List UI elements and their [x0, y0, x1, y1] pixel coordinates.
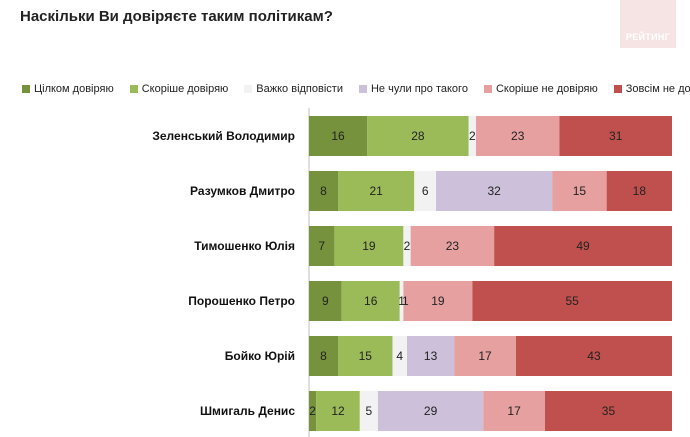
data-label: 4 [396, 349, 403, 363]
data-label: 18 [633, 184, 647, 198]
data-label: 2 [404, 239, 411, 253]
category-label: Порошенко Петро [188, 294, 295, 308]
data-label: 32 [487, 184, 501, 198]
legend-swatch [129, 85, 138, 93]
data-label: 17 [507, 404, 521, 418]
bar-segment [392, 336, 408, 376]
legend-item: Не чули про такого [358, 83, 468, 95]
bar-segment [407, 336, 455, 376]
data-label: 8 [320, 349, 327, 363]
data-label: 1 [402, 294, 409, 308]
bar-segment [338, 171, 415, 211]
data-label: 6 [422, 184, 429, 198]
legend-item: Скоріше довіряю [129, 83, 229, 95]
category-label: Тимошенко Юлія [194, 239, 295, 253]
bar-segment [334, 226, 404, 266]
bar-segment [367, 116, 469, 156]
bar-segment [341, 281, 400, 321]
bar-segment [494, 226, 672, 266]
category-label: Разумков Дмитро [190, 184, 295, 198]
data-label: 21 [369, 184, 383, 198]
data-label: 19 [431, 294, 445, 308]
data-label: 23 [511, 129, 525, 143]
bar-segment [515, 336, 672, 376]
legend-item: Скоріше не довіряю [483, 83, 598, 95]
legend-swatch [483, 85, 492, 93]
data-label: 15 [573, 184, 587, 198]
legend-swatch [613, 85, 622, 93]
legend-label: Зовсім не довіряю [625, 83, 690, 95]
data-label: 28 [411, 129, 425, 143]
bar-segment [552, 171, 607, 211]
bar-segment [472, 281, 672, 321]
data-label: 19 [362, 239, 376, 253]
legend-swatch [22, 85, 30, 93]
bar-segment [410, 226, 495, 266]
bar-segment [309, 116, 368, 156]
data-label: 16 [331, 129, 345, 143]
data-label: 7 [318, 239, 325, 253]
data-label: 2 [309, 404, 316, 418]
legend-label: Скоріше не довіряю [495, 83, 598, 95]
category-label: Шмигаль Денис [200, 404, 295, 418]
data-label: 8 [320, 184, 327, 198]
data-label: 49 [576, 239, 590, 253]
legend-label: Важко відповісти [256, 83, 343, 95]
logo-text: РЕЙТИНГ [625, 32, 671, 42]
bar-segment [544, 391, 672, 431]
bar-segment [316, 391, 360, 431]
data-label: 43 [587, 349, 601, 363]
legend-item: Цілком довіряю [22, 83, 114, 95]
bar-segment [309, 226, 335, 266]
bar-segment [454, 336, 516, 376]
category-label: Зеленський Володимир [152, 129, 295, 143]
bar-segment [309, 171, 339, 211]
bar-segment [559, 116, 672, 156]
legend-label: Скоріше довіряю [141, 83, 229, 95]
bar-segment [475, 116, 560, 156]
rating-logo: РЕЙТИНГ [620, 0, 676, 48]
data-label: 17 [478, 349, 492, 363]
bar-segment [414, 171, 437, 211]
bar-segment [399, 281, 404, 321]
legend-swatch [358, 85, 367, 93]
bar-segment [309, 391, 317, 431]
bar-segment [377, 391, 484, 431]
data-label: 35 [602, 404, 616, 418]
chart-legend: Цілком довіряю Скоріше довіряю Важко відпо… [22, 82, 690, 96]
legend-label: Цілком довіряю [34, 83, 114, 95]
data-label: 13 [424, 349, 438, 363]
bar-segment [403, 281, 473, 321]
bar-segment [309, 281, 342, 321]
data-label: 1 [398, 294, 405, 308]
bar-segment [359, 391, 378, 431]
data-label: 9 [322, 294, 329, 308]
bar-segment [606, 171, 672, 211]
data-label: 31 [609, 129, 623, 143]
data-label: 23 [446, 239, 460, 253]
legend-item: Важко відповісти [244, 83, 343, 95]
data-label: 12 [331, 404, 345, 418]
category-label: Бойко Юрій [225, 349, 295, 363]
bar-segment [436, 171, 553, 211]
legend-swatch [244, 85, 253, 93]
data-label: 29 [424, 404, 438, 418]
data-label: 5 [366, 404, 373, 418]
chart-title: Наскільки Ви довіряєте таким політикам? [20, 8, 333, 25]
bar-segment [309, 336, 339, 376]
bar-segment [483, 391, 545, 431]
legend-label: Не чули про такого [370, 83, 468, 95]
data-label: 16 [364, 294, 378, 308]
data-label: 2 [469, 129, 476, 143]
data-label: 15 [359, 349, 373, 363]
bar-segment [338, 336, 393, 376]
legend-item: Зовсім не довіряю [613, 83, 690, 95]
bar-segment [468, 116, 476, 156]
data-label: 55 [566, 294, 580, 308]
bar-segment [403, 226, 411, 266]
